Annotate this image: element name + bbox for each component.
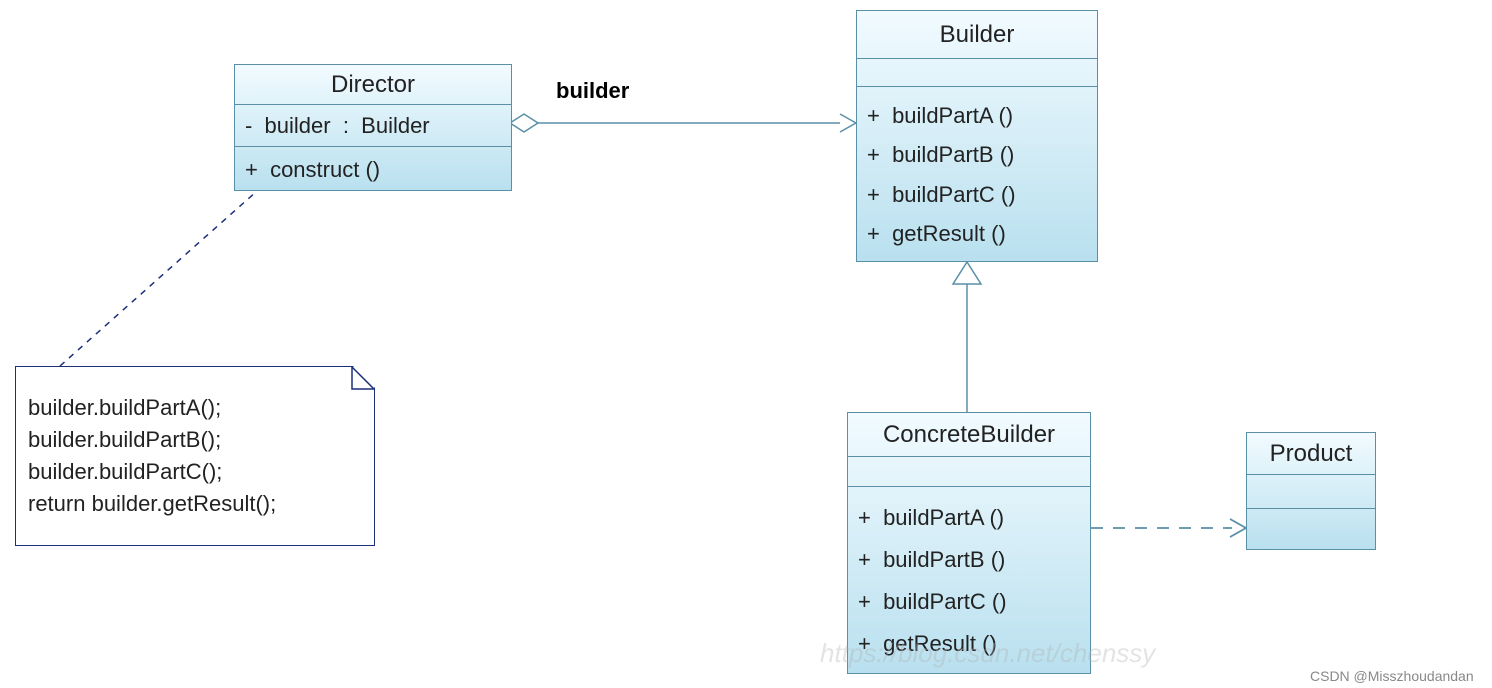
edge-dependency bbox=[1091, 519, 1246, 537]
aggregation-label: builder bbox=[556, 78, 630, 103]
class-title: Product bbox=[1247, 433, 1375, 475]
class-product: Product bbox=[1246, 432, 1376, 550]
edge-note-anchor bbox=[60, 191, 257, 366]
class-director: Director - builder : Builder + construct (… bbox=[234, 64, 512, 191]
class-title: ConcreteBuilder bbox=[848, 413, 1090, 457]
class-concrete-builder: ConcreteBuilder + buildPartA () + buildPar… bbox=[847, 412, 1091, 674]
edge-inheritance bbox=[953, 262, 981, 412]
class-attributes: - builder : Builder bbox=[235, 105, 511, 147]
class-title: Director bbox=[235, 65, 511, 105]
class-builder: Builder+ buildPartA ()+ buildPartB ()+ b… bbox=[856, 10, 1098, 262]
class-operation: + buildPartA () bbox=[857, 101, 1097, 131]
note-fold-icon bbox=[351, 366, 375, 390]
uml-note: builder.buildPartA(); builder.buildPartB(… bbox=[15, 366, 375, 546]
note-line: return builder.getResult(); bbox=[16, 491, 374, 517]
note-line: builder.buildPartC(); bbox=[16, 459, 374, 485]
connectors-layer: builder bbox=[0, 0, 1492, 688]
credit-text: CSDN @Misszhoudandan bbox=[1310, 668, 1474, 684]
class-operations bbox=[1247, 509, 1375, 551]
note-line: builder.buildPartA(); bbox=[16, 395, 374, 421]
class-operation: + buildPartC () bbox=[848, 587, 1090, 617]
class-attributes bbox=[857, 59, 1097, 87]
class-attribute: - builder : Builder bbox=[235, 111, 511, 141]
class-title: Builder bbox=[857, 11, 1097, 59]
class-attributes bbox=[848, 457, 1090, 487]
class-operation: + buildPartB () bbox=[848, 545, 1090, 575]
class-operation bbox=[1247, 528, 1375, 532]
class-operation: + buildPartB () bbox=[857, 140, 1097, 170]
class-operations: + buildPartA () + buildPartB () + buildPar… bbox=[857, 87, 1097, 263]
class-operation: + buildPartA () bbox=[848, 503, 1090, 533]
class-operation: + buildPartC () bbox=[857, 180, 1097, 210]
class-operations: + construct () bbox=[235, 147, 511, 192]
class-operation: + getResult () bbox=[857, 219, 1097, 249]
class-operation: + construct () bbox=[235, 155, 511, 185]
watermark-text: https://blog.csdn.net/chenssy bbox=[820, 638, 1155, 669]
class-attributes bbox=[1247, 475, 1375, 509]
note-line: builder.buildPartB(); bbox=[16, 427, 374, 453]
edge-aggregation: builder bbox=[510, 78, 856, 132]
